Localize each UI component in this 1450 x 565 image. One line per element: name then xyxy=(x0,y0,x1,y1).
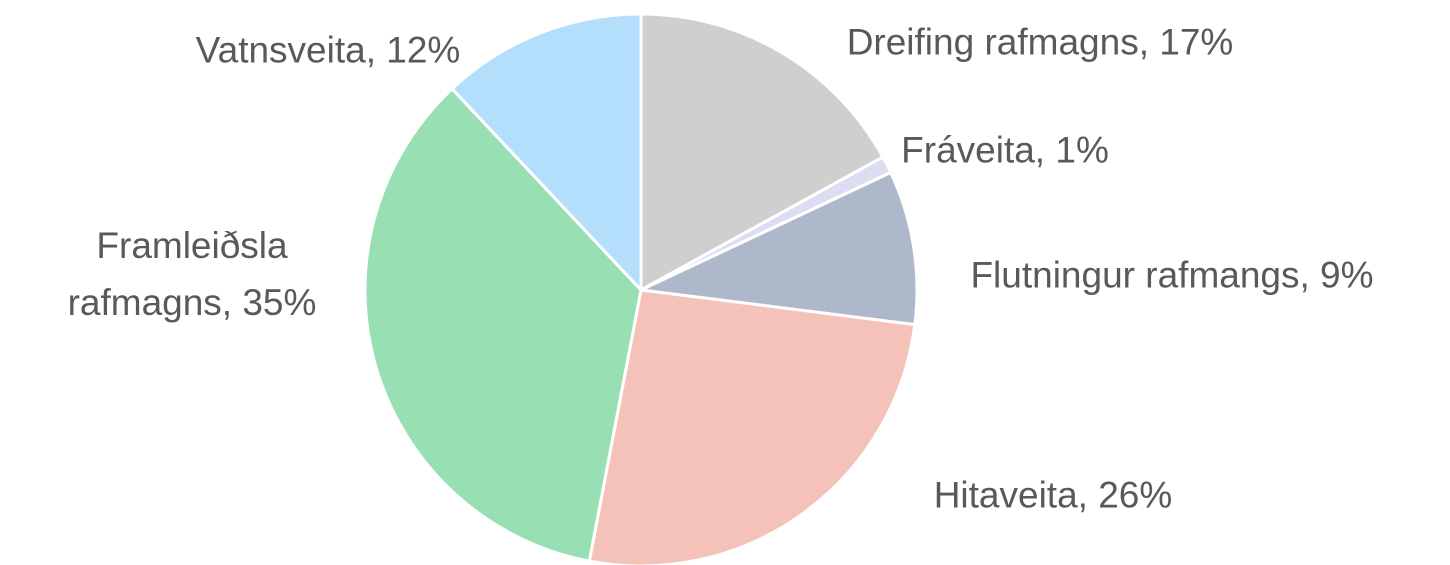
data-label: Fráveita, 1% xyxy=(901,129,1109,171)
pie-slice xyxy=(639,170,919,327)
data-label: Flutningur rafmangs, 9% xyxy=(970,254,1374,296)
data-label: Hitaveita, 26% xyxy=(933,474,1173,516)
pie-slice xyxy=(363,87,643,563)
data-label: Vatnsveita, 12% xyxy=(195,29,461,71)
pie-slice xyxy=(587,288,917,565)
pie-slice xyxy=(639,12,885,292)
data-label: Dreifing rafmagns, 17% xyxy=(846,21,1234,63)
data-label: Framleiðsla rafmagns, 35% xyxy=(67,225,317,323)
pie-slice xyxy=(450,12,643,292)
